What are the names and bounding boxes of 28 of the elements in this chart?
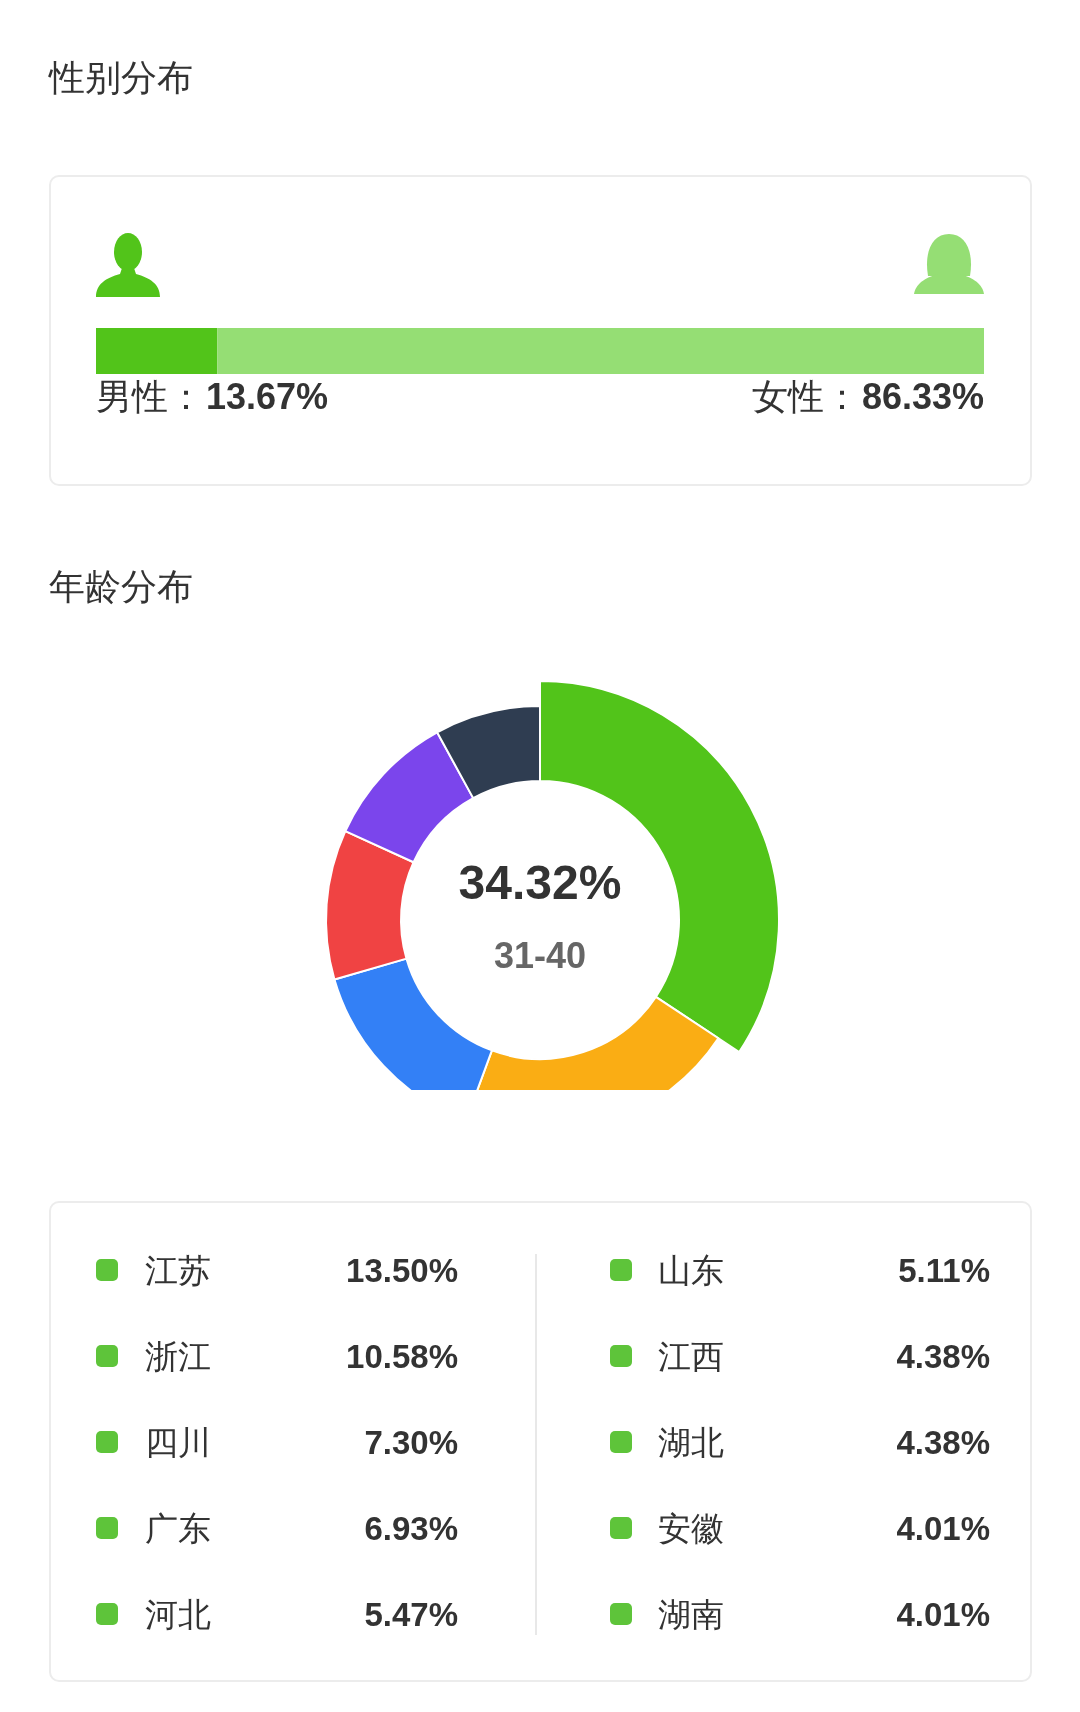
category-label: 湖北 bbox=[658, 1423, 724, 1461]
category-label: 四川 bbox=[145, 1423, 211, 1461]
category-label: 江西 bbox=[658, 1337, 724, 1375]
slice-label: 31-40 bbox=[493, 934, 587, 976]
data-label: 4.38% bbox=[896, 1337, 990, 1375]
category-label: 湖南 bbox=[658, 1595, 724, 1633]
series-label: 男性： bbox=[96, 375, 204, 417]
data-label: 4.38% bbox=[896, 1423, 990, 1461]
data-label: 10.58% bbox=[346, 1337, 458, 1375]
category-label: 山东 bbox=[658, 1251, 724, 1289]
data-label: 5.11% bbox=[898, 1251, 990, 1289]
series-label: 女性： bbox=[751, 375, 860, 417]
data-label: 7.30% bbox=[364, 1423, 458, 1461]
data-label: 86.33% bbox=[861, 375, 984, 417]
data-label: 13.50% bbox=[346, 1251, 458, 1289]
category-label: 安徽 bbox=[658, 1509, 724, 1547]
data-label: 4.01% bbox=[896, 1595, 990, 1633]
data-label: 6.93% bbox=[364, 1509, 458, 1547]
chart-title: 年龄分布 bbox=[49, 565, 193, 607]
category-label: 浙江 bbox=[145, 1337, 211, 1375]
data-label: 34.32% bbox=[458, 855, 622, 909]
category-label: 江苏 bbox=[145, 1251, 211, 1289]
chart-title: 性别分布 bbox=[48, 56, 193, 98]
category-label: 广东 bbox=[145, 1509, 211, 1547]
data-label: 4.01% bbox=[896, 1509, 990, 1547]
data-label: 5.47% bbox=[364, 1595, 458, 1633]
category-label: 河北 bbox=[145, 1595, 211, 1633]
data-label: 13.67% bbox=[206, 375, 329, 417]
